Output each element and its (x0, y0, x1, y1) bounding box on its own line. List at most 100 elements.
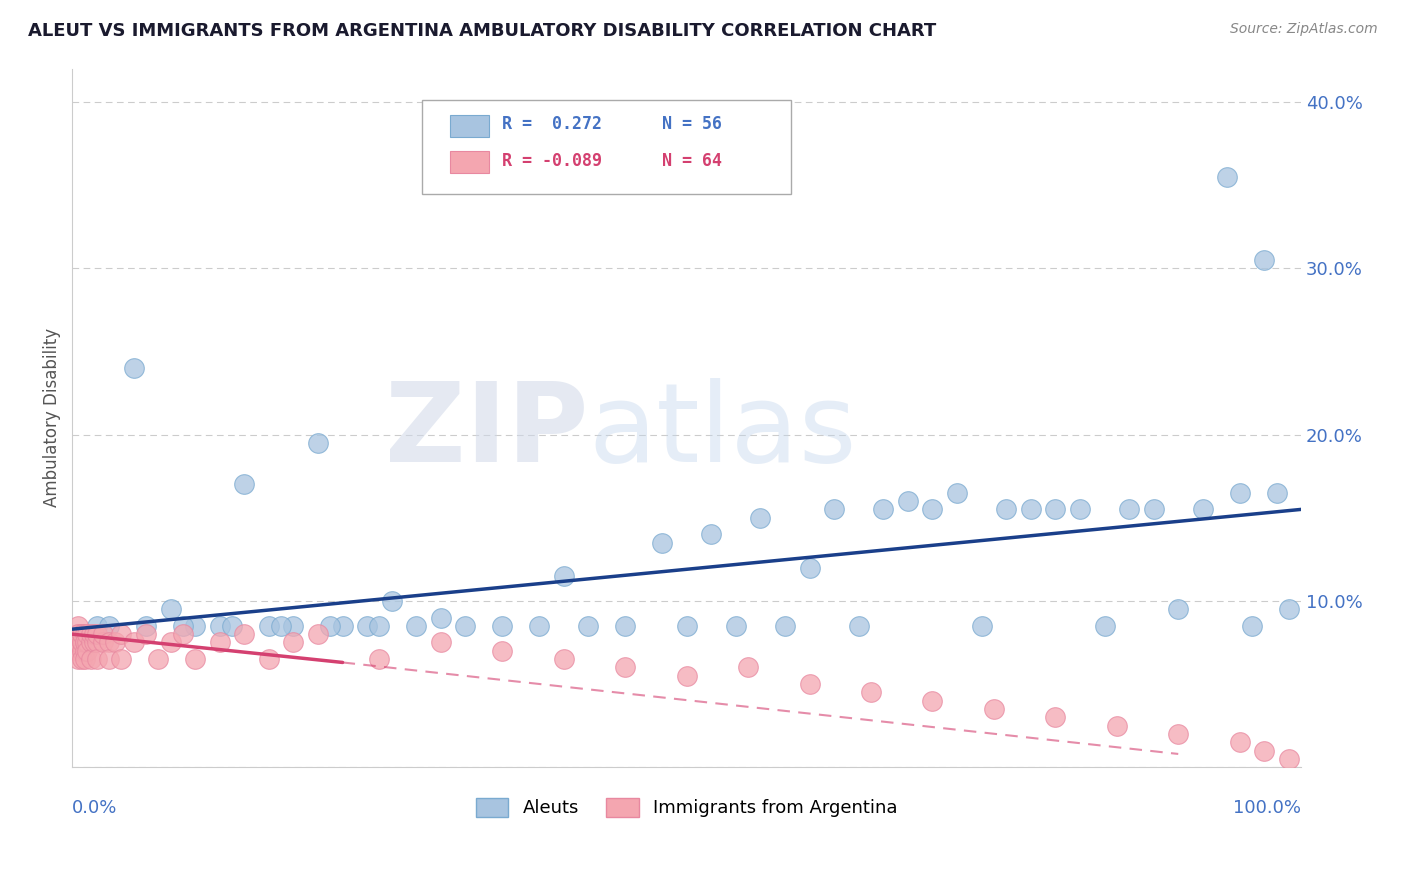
Point (79, 652, 101, 666)
Point (1191, 502, 1213, 516)
FancyBboxPatch shape (422, 100, 792, 194)
Point (1069, 502, 1091, 516)
Point (872, 502, 894, 516)
Point (576, 619, 599, 633)
Point (749, 510, 772, 524)
Point (283, 635, 305, 649)
Point (91, 627, 114, 641)
Point (1278, 752, 1301, 766)
Point (368, 619, 391, 633)
Point (1105, 719, 1128, 733)
FancyBboxPatch shape (450, 151, 489, 173)
Point (73, 652, 96, 666)
Point (1229, 485, 1251, 500)
Point (270, 619, 292, 633)
Point (70, 627, 93, 641)
Point (430, 610, 453, 624)
Point (700, 527, 723, 541)
Point (86, 619, 108, 633)
Point (848, 619, 870, 633)
Point (1278, 602, 1301, 616)
Point (70, 644, 93, 658)
Point (1045, 710, 1067, 724)
Point (970, 619, 993, 633)
Point (1216, 169, 1239, 184)
Text: 100.0%: 100.0% (1233, 798, 1301, 817)
Point (73, 635, 96, 649)
Point (233, 627, 256, 641)
Point (208, 635, 231, 649)
Point (307, 435, 329, 450)
Text: N = 64: N = 64 (662, 152, 723, 169)
Point (283, 619, 305, 633)
Point (73, 635, 96, 649)
Y-axis label: Ambulatory Disability: Ambulatory Disability (44, 328, 60, 508)
Point (1167, 727, 1189, 741)
Point (159, 602, 181, 616)
Point (1253, 744, 1275, 758)
Point (614, 619, 637, 633)
Point (995, 502, 1018, 516)
Point (67, 635, 90, 649)
Point (70, 635, 93, 649)
Point (104, 635, 127, 649)
Text: 0.0%: 0.0% (72, 798, 118, 817)
Point (897, 494, 920, 508)
Point (73, 644, 96, 658)
Point (553, 569, 575, 583)
Point (67, 635, 90, 649)
Point (70, 635, 93, 649)
Point (148, 652, 170, 666)
Point (368, 652, 391, 666)
Point (110, 627, 132, 641)
Point (98, 652, 121, 666)
Text: Source: ZipAtlas.com: Source: ZipAtlas.com (1230, 22, 1378, 37)
Point (356, 619, 378, 633)
Point (73, 627, 96, 641)
Point (70, 627, 93, 641)
Point (135, 627, 157, 641)
Text: ALEUT VS IMMIGRANTS FROM ARGENTINA AMBULATORY DISABILITY CORRELATION CHART: ALEUT VS IMMIGRANTS FROM ARGENTINA AMBUL… (28, 22, 936, 40)
Point (983, 702, 1005, 716)
Point (98, 635, 121, 649)
Point (110, 652, 132, 666)
Point (257, 652, 280, 666)
Point (172, 627, 194, 641)
Point (172, 619, 194, 633)
Point (529, 619, 551, 633)
Point (860, 685, 883, 699)
Point (91, 635, 114, 649)
FancyBboxPatch shape (450, 115, 489, 137)
Point (1265, 485, 1288, 500)
Point (651, 535, 673, 549)
Point (67, 652, 90, 666)
Point (184, 619, 207, 633)
Point (799, 677, 821, 691)
Point (1240, 619, 1263, 633)
Point (159, 635, 181, 649)
Point (614, 660, 637, 674)
Point (67, 644, 90, 658)
Text: N = 56: N = 56 (662, 115, 723, 134)
Point (135, 619, 157, 633)
Point (319, 619, 342, 633)
Point (70, 652, 93, 666)
Point (1229, 735, 1251, 749)
Point (1167, 602, 1189, 616)
Point (1118, 502, 1140, 516)
Point (98, 619, 121, 633)
Point (122, 361, 145, 376)
Point (1045, 502, 1067, 516)
Point (553, 652, 575, 666)
Point (405, 619, 427, 633)
Text: R =  0.272: R = 0.272 (502, 115, 602, 134)
Point (454, 619, 477, 633)
Point (823, 502, 845, 516)
Point (79, 635, 101, 649)
Point (773, 619, 796, 633)
Point (1094, 619, 1116, 633)
Point (76, 635, 98, 649)
Point (491, 619, 513, 633)
Point (257, 619, 280, 633)
Point (675, 619, 697, 633)
